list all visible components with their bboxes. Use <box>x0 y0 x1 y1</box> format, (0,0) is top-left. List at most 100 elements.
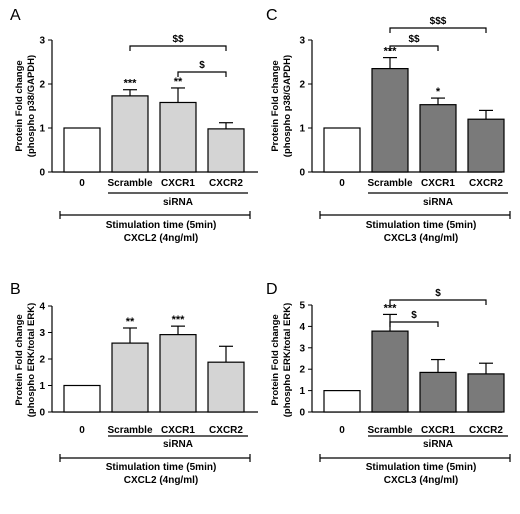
panel-label: D <box>266 281 278 298</box>
y-axis-title-line1: Protein Fold change <box>270 60 281 151</box>
category-label: 0 <box>79 178 85 189</box>
category-label: CXCR1 <box>161 178 195 189</box>
significance-marker: ** <box>126 316 135 328</box>
stimulation-label: Stimulation time (5min) <box>366 462 477 473</box>
y-tick-label: 1 <box>299 386 305 397</box>
y-tick-label: 2 <box>299 365 305 376</box>
y-tick-label: 2 <box>39 80 45 91</box>
stimulation-line <box>319 211 511 219</box>
y-axis-title-line2: (phospho p38/GAPDH) <box>282 55 293 157</box>
y-tick-label: 0 <box>299 168 305 179</box>
ligand-label: CXCL3 (4ng/ml) <box>384 233 458 244</box>
bar-0 <box>323 390 361 413</box>
chart-panel-b: B Protein Fold change(phospho ERK/total E… <box>10 281 258 486</box>
sirna-group-label: siRNA <box>163 197 193 208</box>
significance-marker: *** <box>384 302 398 314</box>
significance-bracket <box>129 45 227 51</box>
bar-cxcr2 <box>467 118 505 173</box>
y-tick-label: 5 <box>299 301 305 312</box>
significance-bracket <box>389 321 439 327</box>
stimulation-line <box>59 211 251 219</box>
bar-cxcr1 <box>419 104 457 173</box>
bar-cxcr2 <box>207 128 245 173</box>
y-tick-label: 2 <box>39 355 45 366</box>
category-label: 0 <box>339 178 345 189</box>
y-axis-title: Protein Fold change(phospho p38/GAPDH) <box>14 55 37 157</box>
significance-bracket <box>177 71 227 77</box>
y-tick-label: 0 <box>39 168 45 179</box>
bar-0 <box>63 384 101 413</box>
bar-cxcr1 <box>159 101 197 173</box>
bar-cxcr1 <box>159 334 197 413</box>
ligand-label: CXCL2 (4ng/ml) <box>124 475 198 486</box>
bar-cxcr1 <box>419 371 457 413</box>
category-label: CXCR1 <box>421 178 455 189</box>
bar-scramble <box>371 330 409 413</box>
bracket-label: $ <box>435 288 441 299</box>
bar-0 <box>63 127 101 173</box>
bar-cxcr2 <box>207 361 245 413</box>
ligand-label: CXCL3 (4ng/ml) <box>384 475 458 486</box>
sirna-group-label: siRNA <box>423 439 453 450</box>
y-tick-label: 4 <box>299 322 305 333</box>
bracket-label: $$$ <box>430 16 447 27</box>
y-tick-label: 1 <box>299 124 305 135</box>
category-label: 0 <box>79 425 85 436</box>
significance-marker: ** <box>174 76 183 88</box>
y-tick-label: 3 <box>39 36 45 47</box>
category-label: Scramble <box>367 178 412 189</box>
y-tick-label: 3 <box>299 36 305 47</box>
bracket-label: $ <box>411 310 417 321</box>
category-label: CXCR2 <box>209 425 243 436</box>
y-tick-label: 1 <box>39 124 45 135</box>
y-axis-title-line1: Protein Fold change <box>14 60 25 151</box>
ligand-label: CXCL2 (4ng/ml) <box>124 233 198 244</box>
bar-0 <box>323 127 361 173</box>
panel-label: A <box>10 7 21 24</box>
y-tick-label: 4 <box>39 302 45 313</box>
category-label: CXCR2 <box>469 178 503 189</box>
significance-bracket <box>389 45 439 51</box>
category-label: Scramble <box>107 178 152 189</box>
y-axis-title-line2: (phospho p38/GAPDH) <box>26 55 37 157</box>
significance-bracket <box>389 299 487 305</box>
sirna-group-label: siRNA <box>423 197 453 208</box>
y-tick-label: 2 <box>299 80 305 91</box>
stimulation-line <box>59 454 251 462</box>
category-label: Scramble <box>107 425 152 436</box>
y-tick-label: 0 <box>299 408 305 419</box>
bar-scramble <box>111 342 149 413</box>
stimulation-label: Stimulation time (5min) <box>106 462 217 473</box>
chart-panel-d: D Protein Fold change(phospho ERK/total E… <box>266 281 511 486</box>
significance-marker: *** <box>124 78 138 90</box>
significance-marker: *** <box>172 314 186 326</box>
category-label: CXCR2 <box>469 425 503 436</box>
y-tick-label: 3 <box>39 328 45 339</box>
y-axis-title: Protein Fold change(phospho p38/GAPDH) <box>270 55 293 157</box>
category-label: 0 <box>339 425 345 436</box>
y-axis-title-line2: (phospho ERK/total ERK) <box>26 303 37 418</box>
significance-marker: * <box>436 86 441 98</box>
bar-scramble <box>371 67 409 173</box>
bracket-label: $$ <box>172 34 184 45</box>
bracket-label: $ <box>199 60 205 71</box>
category-label: CXCR2 <box>209 178 243 189</box>
category-label: CXCR1 <box>421 425 455 436</box>
y-tick-label: 3 <box>299 343 305 354</box>
bar-scramble <box>111 95 149 173</box>
category-label: CXCR1 <box>161 425 195 436</box>
stimulation-label: Stimulation time (5min) <box>366 220 477 231</box>
significance-marker: *** <box>384 46 398 58</box>
y-axis-title-line1: Protein Fold change <box>270 314 281 405</box>
chart-panel-c: C Protein Fold change(phospho p38/GAPDH) 0… <box>266 7 511 244</box>
y-axis-title-line1: Protein Fold change <box>14 314 25 405</box>
panel-label: B <box>10 281 21 298</box>
y-tick-label: 0 <box>39 408 45 419</box>
sirna-group-label: siRNA <box>163 439 193 450</box>
significance-bracket <box>389 27 487 33</box>
category-label: Scramble <box>367 425 412 436</box>
bar-cxcr2 <box>467 373 505 413</box>
bracket-label: $$ <box>408 34 420 45</box>
